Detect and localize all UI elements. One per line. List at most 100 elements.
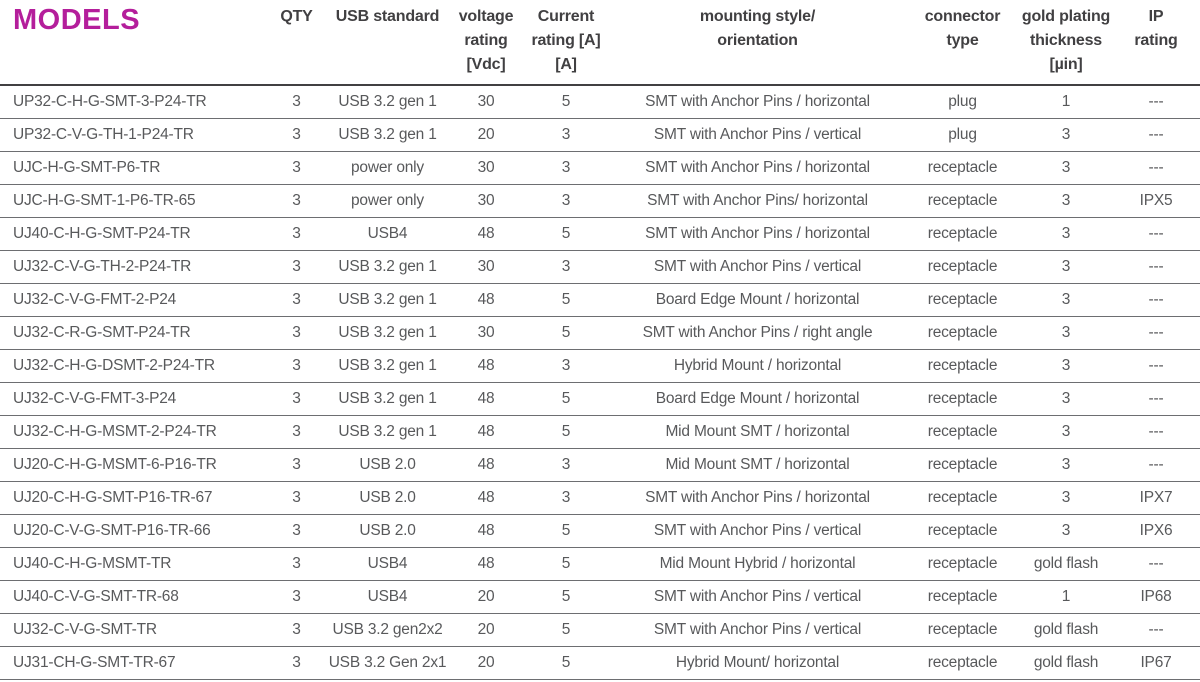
header-cell-current: Current rating [A] [A]: [522, 0, 610, 86]
header-line: MODELS: [13, 4, 141, 36]
table-row: UP32-C-V-G-TH-1-P24-TR 3 USB 3.2 gen 1 20 3 S…: [0, 118, 1200, 152]
cell-ip: ---: [1112, 118, 1200, 152]
cell-usb: USB4: [325, 547, 450, 581]
cell-voltage: 30: [450, 85, 522, 119]
cell-model: UJ20-C-H-G-SMT-P16-TR-67: [0, 481, 268, 515]
table-row: UJ40-C-V-G-SMT-TR-68 3 USB4 20 5 SMT with Anc…: [0, 580, 1200, 614]
cell-current: 3: [522, 184, 610, 218]
cell-gold: 3: [1020, 283, 1112, 317]
cell-gold: 3: [1020, 217, 1112, 251]
cell-voltage: 48: [450, 382, 522, 416]
header-line: type: [946, 32, 979, 49]
cell-mounting: Board Edge Mount / horizontal: [610, 283, 905, 317]
cell-usb: USB 3.2 gen 1: [325, 283, 450, 317]
cell-connector: plug: [905, 118, 1020, 152]
table-row: UJ32-C-H-G-DSMT-2-P24-TR 3 USB 3.2 gen 1 48…: [0, 349, 1200, 383]
cell-model: UJ32-C-R-G-SMT-P24-TR: [0, 316, 268, 350]
cell-voltage: 48: [450, 283, 522, 317]
cell-qty: 3: [268, 481, 325, 515]
cell-gold: 3: [1020, 514, 1112, 548]
cell-mounting: Board Edge Mount / horizontal: [610, 382, 905, 416]
cell-voltage: 48: [450, 349, 522, 383]
cell-usb: USB 3.2 gen 1: [325, 349, 450, 383]
table-row: UJ40-C-H-G-SMT-P24-TR 3 USB4 48 5 SMT with An…: [0, 217, 1200, 251]
table-row: UJ20-C-H-G-SMT-P16-TR-67 3 USB 2.0 48 3 SMT w…: [0, 481, 1200, 515]
header-line: USB standard: [335, 8, 440, 25]
cell-ip: ---: [1112, 382, 1200, 416]
header-line: Current: [537, 8, 595, 25]
cell-gold: 1: [1020, 580, 1112, 614]
table-row: UJ32-C-H-G-MSMT-2-P24-TR 3 USB 3.2 gen 1 48…: [0, 415, 1200, 449]
cell-gold: gold flash: [1020, 646, 1112, 680]
header-cell-ip: IP rating: [1112, 0, 1200, 86]
cell-mounting: SMT with Anchor Pins / vertical: [610, 118, 905, 152]
cell-ip: ---: [1112, 217, 1200, 251]
header-line: voltage: [458, 8, 514, 25]
cell-model: UJC-H-G-SMT-P6-TR: [0, 151, 268, 185]
cell-qty: 3: [268, 415, 325, 449]
cell-qty: 3: [268, 184, 325, 218]
cell-current: 3: [522, 481, 610, 515]
cell-mounting: Mid Mount SMT / horizontal: [610, 448, 905, 482]
cell-qty: 3: [268, 646, 325, 680]
table-row: UJC-H-G-SMT-P6-TR 3 power only 30 3 SMT with …: [0, 151, 1200, 185]
cell-current: 5: [522, 415, 610, 449]
cell-current: 5: [522, 514, 610, 548]
cell-mounting: SMT with Anchor Pins / right angle: [610, 316, 905, 350]
cell-voltage: 48: [450, 415, 522, 449]
cell-qty: 3: [268, 283, 325, 317]
header-cell-qty: QTY: [268, 0, 325, 86]
header-line: rating [A]: [531, 32, 601, 49]
cell-gold: 3: [1020, 349, 1112, 383]
cell-qty: 3: [268, 514, 325, 548]
cell-qty: 3: [268, 151, 325, 185]
cell-model: UJ31-CH-G-SMT-TR-67: [0, 646, 268, 680]
cell-qty: 3: [268, 448, 325, 482]
cell-model: UJ40-C-H-G-MSMT-TR: [0, 547, 268, 581]
cell-connector: receptacle: [905, 217, 1020, 251]
header-cell-usb: USB standard: [325, 0, 450, 86]
cell-connector: receptacle: [905, 250, 1020, 284]
cell-voltage: 30: [450, 250, 522, 284]
cell-connector: receptacle: [905, 349, 1020, 383]
cell-ip: IPX6: [1112, 514, 1200, 548]
header-line: rating: [464, 32, 508, 49]
cell-connector: plug: [905, 85, 1020, 119]
table-body: UP32-C-H-G-SMT-3-P24-TR 3 USB 3.2 gen 1 30 5…: [0, 85, 1200, 680]
cell-gold: 3: [1020, 151, 1112, 185]
cell-connector: receptacle: [905, 646, 1020, 680]
cell-qty: 3: [268, 316, 325, 350]
cell-connector: receptacle: [905, 613, 1020, 647]
cell-model: UP32-C-V-G-TH-1-P24-TR: [0, 118, 268, 152]
cell-model: UJ40-C-V-G-SMT-TR-68: [0, 580, 268, 614]
header-cell-connector: connector type: [905, 0, 1020, 86]
cell-voltage: 48: [450, 448, 522, 482]
cell-current: 3: [522, 118, 610, 152]
header-line: [Vdc]: [466, 56, 506, 73]
cell-connector: receptacle: [905, 448, 1020, 482]
cell-usb: USB 3.2 gen 1: [325, 316, 450, 350]
cell-connector: receptacle: [905, 580, 1020, 614]
cell-model: UP32-C-H-G-SMT-3-P24-TR: [0, 85, 268, 119]
cell-mounting: SMT with Anchor Pins / vertical: [610, 514, 905, 548]
cell-current: 5: [522, 283, 610, 317]
cell-model: UJ20-C-V-G-SMT-P16-TR-66: [0, 514, 268, 548]
cell-voltage: 30: [450, 151, 522, 185]
cell-voltage: 20: [450, 580, 522, 614]
cell-gold: 1: [1020, 85, 1112, 119]
table-row: UJ32-C-V-G-SMT-TR 3 USB 3.2 gen2x2 20 5 SMT w…: [0, 613, 1200, 647]
cell-ip: IPX5: [1112, 184, 1200, 218]
cell-mounting: SMT with Anchor Pins / horizontal: [610, 151, 905, 185]
cell-ip: ---: [1112, 283, 1200, 317]
table-row: UJ32-C-R-G-SMT-P24-TR 3 USB 3.2 gen 1 30 5 SM…: [0, 316, 1200, 350]
cell-gold: 3: [1020, 415, 1112, 449]
cell-model: UJ20-C-H-G-MSMT-6-P16-TR: [0, 448, 268, 482]
cell-mounting: Mid Mount SMT / horizontal: [610, 415, 905, 449]
cell-mounting: Mid Mount Hybrid / horizontal: [610, 547, 905, 581]
cell-voltage: 48: [450, 217, 522, 251]
page-title: MODELS: [0, 0, 268, 86]
table-row: UJ32-C-V-G-TH-2-P24-TR 3 USB 3.2 gen 1 30 3 S…: [0, 250, 1200, 284]
cell-mounting: SMT with Anchor Pins / vertical: [610, 613, 905, 647]
cell-ip: ---: [1112, 151, 1200, 185]
cell-model: UJ32-C-V-G-TH-2-P24-TR: [0, 250, 268, 284]
